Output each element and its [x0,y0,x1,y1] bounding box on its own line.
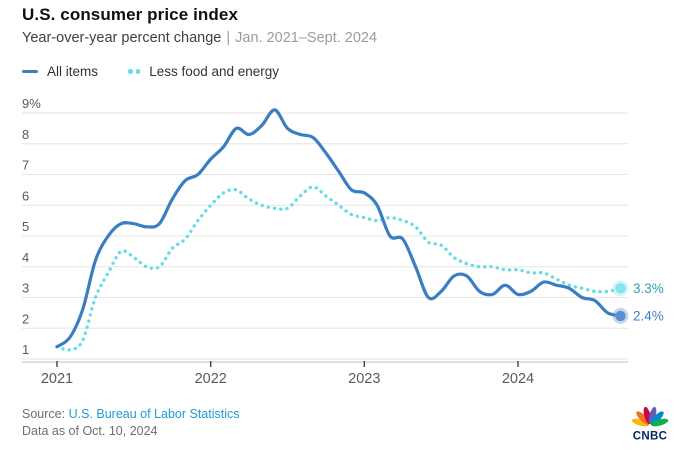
chart-title: U.S. consumer price index [22,5,239,24]
source-label: Source: [22,407,66,421]
legend-item-less-food-and-energy: Less food and energy [128,64,279,79]
cnbc-logo: CNBC [631,406,669,443]
svg-text:2024: 2024 [502,371,534,387]
subtitle-label: Year-over-year percent change [22,30,222,46]
peacock-icon [631,406,669,427]
svg-text:7: 7 [22,158,29,173]
svg-text:9%: 9% [22,96,41,111]
less-food-and-energy-end-dot [615,283,626,294]
subtitle-separator: | [226,30,231,46]
all-items-end-dot [615,310,626,322]
less-food-and-energy-end-label: 3.3% [633,281,664,296]
all-items-line-swatch [22,69,38,74]
subtitle-date-range: Jan. 2021–Sept. 2024 [235,30,378,46]
legend: All items Less food and energy [22,64,279,79]
legend-item-all-items: All items [22,64,98,79]
svg-text:3: 3 [22,281,29,296]
svg-text:8: 8 [22,127,29,142]
legend-label-all-items: All items [47,64,99,79]
all-items-line [55,108,623,349]
svg-text:2022: 2022 [195,371,227,387]
less-food-and-energy-line [55,185,623,352]
chart-subtitle: Year-over-year percent change | Jan. 2021–… [22,30,377,46]
all-items-end-label: 2.4% [633,308,664,323]
source-line: Source: U.S. Bureau of Labor Statistics [22,406,240,423]
svg-text:6: 6 [22,188,29,203]
less-food-energy-dots-swatch [128,69,141,74]
source-link[interactable]: U.S. Bureau of Labor Statistics [68,407,240,421]
svg-text:2021: 2021 [41,371,73,387]
svg-text:1: 1 [22,342,29,357]
cnbc-wordmark: CNBC [633,431,667,443]
footer: Source: U.S. Bureau of Labor Statistics … [22,406,240,440]
svg-text:2: 2 [22,311,29,326]
data-as-of: Data as of Oct. 10, 2024 [22,424,158,438]
svg-text:4: 4 [22,250,29,265]
svg-text:5: 5 [22,219,29,234]
legend-label-less-food-and-energy: Less food and energy [149,64,280,79]
svg-text:2023: 2023 [348,371,380,387]
